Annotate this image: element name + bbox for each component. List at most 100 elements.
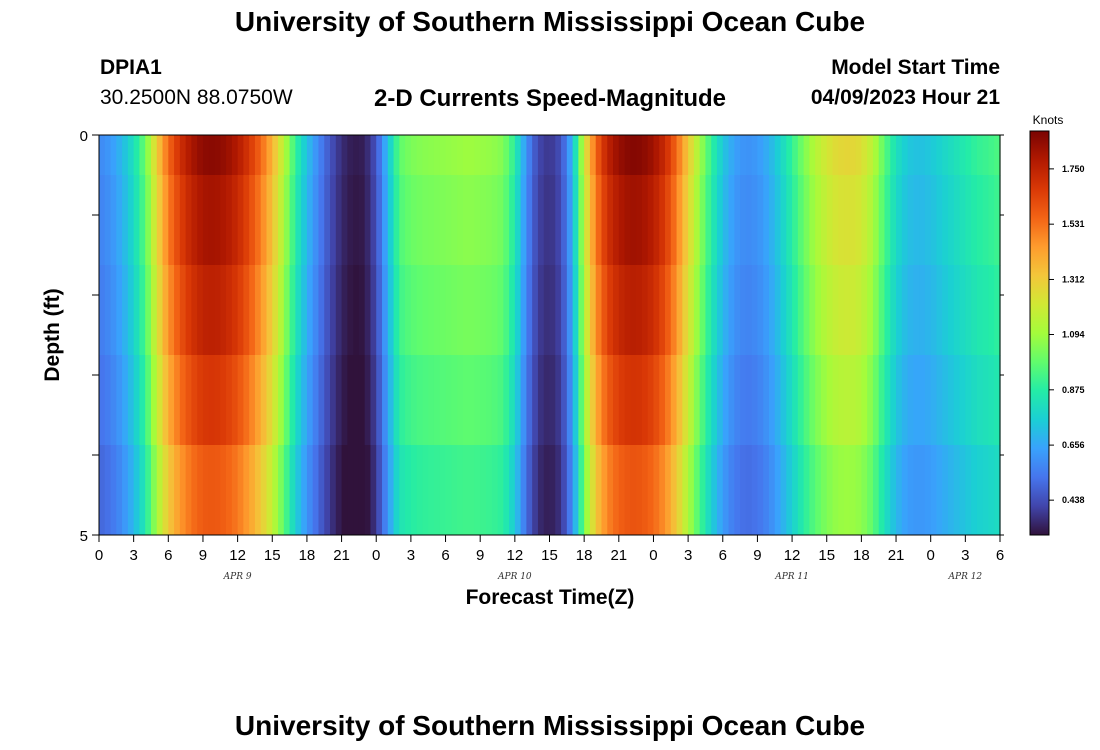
heatmap-cell [844,135,851,176]
heatmap-cell [855,265,862,356]
heatmap-cell [127,445,135,536]
heatmap-cell [127,265,135,356]
heatmap-cell [526,175,533,266]
heatmap-cell [826,135,834,176]
heatmap-cell [751,355,759,446]
heatmap-cell [237,445,244,536]
heatmap-cell [953,355,961,446]
colorbar-tick-label: 0.438 [1062,495,1085,505]
heatmap-cell [451,135,458,176]
heatmap-cell [289,265,296,356]
heatmap-cell [884,445,891,536]
heatmap-cell [422,265,429,356]
heatmap-cell [376,175,383,266]
heatmap-cell [699,445,707,536]
heatmap-cell [832,175,839,266]
heatmap-cell [959,175,966,266]
heatmap-cell [867,445,874,536]
heatmap-cell [607,175,614,266]
heatmap-cell [445,355,452,446]
heatmap-cell [618,355,626,446]
heatmap-cell [231,265,239,356]
heatmap-cell [266,135,273,176]
heatmap-cell [584,355,591,446]
x-tick-label: 3 [961,547,969,564]
heatmap-cell [699,355,707,446]
heatmap-cell [537,175,545,266]
heatmap-cell [509,445,516,536]
heatmap-cell [716,175,724,266]
x-axis: 0 3 6 9 12 15 18 21 0 3 6 9 12 15 18 21 0 3 6 9 12 15 18 21 0 3 6 A… [95,535,1004,582]
heatmap-cell [601,135,608,176]
heatmap-cell [994,445,1001,536]
heatmap-cell [774,175,782,266]
heatmap-cell [930,135,938,176]
colorbar-gradient [1029,130,1050,536]
heatmap-cell [462,355,470,446]
heatmap-cell [826,355,834,446]
heatmap-cell [745,135,753,176]
heatmap-cell [110,265,117,356]
heatmap-cell [982,135,990,176]
heatmap-cell [370,175,377,266]
heatmap-cell [624,265,631,356]
heatmap-cell [422,175,429,266]
heatmap-cell [272,355,279,446]
heatmap-cell [971,265,978,356]
heatmap-cell [122,355,129,446]
heatmap-cell [924,265,932,356]
heatmap-cell [410,135,418,176]
heatmap-cell [861,175,868,266]
heatmap-cell [826,175,834,266]
heatmap-cell [878,355,886,446]
heatmap-cell [295,445,302,536]
heatmap-cell [335,445,343,536]
heatmap-cell [497,355,504,446]
heatmap-cell [630,175,637,266]
heatmap-cell [497,175,504,266]
heatmap-cell [145,175,152,266]
heatmap-cell [768,135,776,176]
heatmap-cell [202,445,210,536]
heatmap-cell [653,355,660,446]
heatmap-cell [670,175,678,266]
heatmap-cell [982,175,990,266]
heatmap-cell [214,175,221,266]
heatmap-cell [838,355,845,446]
heatmap-cell [353,135,360,176]
heatmap-cell [468,355,476,446]
heatmap-cell [613,265,620,356]
heatmap-cell [699,135,707,176]
heatmap-cell [653,265,660,356]
heatmap-cell [185,175,193,266]
heatmap-cell [838,135,845,176]
heatmap-cell [924,445,932,536]
heatmap-cell [150,135,158,176]
heatmap-cell [220,175,227,266]
heatmap-cell [809,175,816,266]
heatmap-cell [618,175,626,266]
heatmap-cell [301,445,308,536]
heatmap-cell [624,175,631,266]
x-tick-label: 6 [164,547,172,564]
heatmap-cell [624,445,631,536]
heatmap-cell [387,445,395,536]
heatmap-cell [861,265,868,356]
heatmap-cell [716,265,724,356]
colorbar-unit-label: Knots [1033,113,1064,127]
heatmap-cell [485,445,493,536]
heatmap-cell [676,355,683,446]
heatmap-cell [480,355,487,446]
heatmap-cell [584,175,591,266]
heatmap-cell [699,265,707,356]
day-label: APR 10 [497,572,532,582]
heatmap-cell [254,265,262,356]
heatmap-cell [220,135,227,176]
heatmap-cell [994,135,1001,176]
heatmap-cell [428,175,435,266]
x-tick-label: 18 [576,547,593,564]
heatmap-cell [942,175,949,266]
heatmap-cell [618,265,626,356]
heatmap-cell [705,445,712,536]
heatmap-cell [278,135,285,176]
